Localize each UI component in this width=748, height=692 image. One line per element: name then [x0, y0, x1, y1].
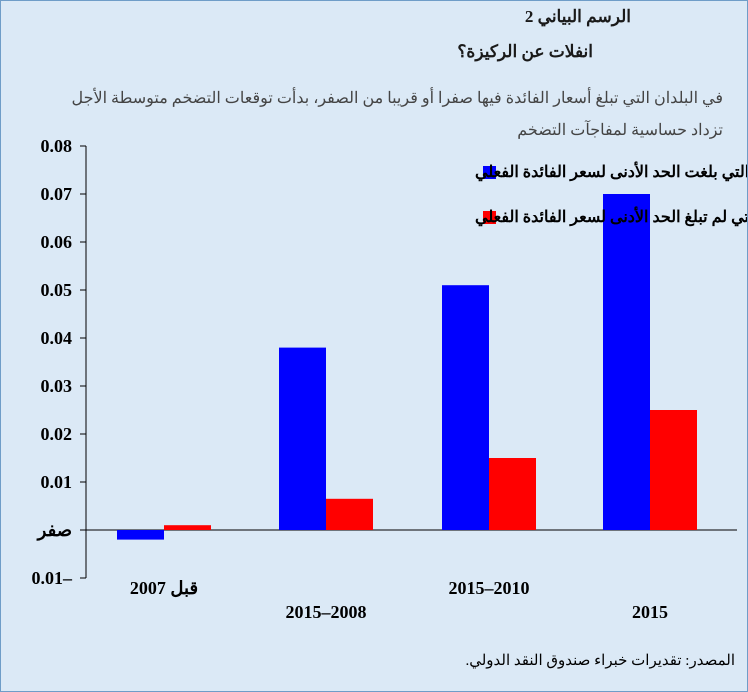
y-tick-label: 0.01 — [41, 472, 73, 492]
bar-chart: 0.01– صفر 0.01 0.02 0.03 0.04 0.05 0.06 0.07 0.08… — [32, 136, 748, 622]
bar-series2-2 — [489, 458, 536, 530]
source-note: المصدر: تقديرات خبراء صندوق النقد الدولي… — [465, 653, 735, 669]
y-tick-label: 0.06 — [41, 232, 73, 252]
bar-series1-1 — [279, 347, 326, 530]
legend-label-1: البلدان التي بلغت الحد الأدنى لسعر الفائ… — [475, 161, 747, 182]
y-tick-label: صفر — [36, 520, 72, 541]
y-tick-label: 0.07 — [41, 184, 73, 204]
bar-series1-0 — [117, 530, 164, 540]
y-tick-label: 0.05 — [41, 280, 73, 300]
bar-series2-1 — [326, 498, 373, 530]
category-label: قبل 2007 — [130, 578, 198, 598]
bar-series2-0 — [164, 525, 211, 530]
category-label: 2015 — [632, 602, 668, 622]
figure-description: في البلدان التي تبلغ أسعار الفائدة فيها … — [71, 90, 723, 139]
category-label: 2015–2008 — [286, 602, 367, 622]
y-tick-label: 0.08 — [41, 136, 73, 156]
y-tick-label: 0.03 — [41, 376, 73, 396]
y-tick-label: 0.02 — [41, 424, 73, 444]
legend-swatch-1 — [483, 166, 496, 179]
category-label: 2015–2010 — [449, 578, 530, 598]
figure-title: الرسم البياني 2 — [524, 7, 631, 26]
figure-subtitle: انفلات عن الركيزة؟ — [457, 42, 593, 61]
y-tick-label: 0.01– — [32, 568, 74, 588]
legend-label-2: البلدان التي لم تبلغ الحد الأدنى لسعر ال… — [475, 206, 747, 227]
bar-series2-3 — [650, 410, 697, 530]
legend-swatch-2 — [483, 211, 496, 224]
y-tick-label: 0.04 — [41, 328, 73, 348]
bar-series1-3 — [603, 194, 650, 530]
bar-series1-2 — [442, 285, 489, 530]
